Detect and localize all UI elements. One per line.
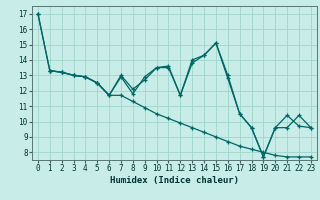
X-axis label: Humidex (Indice chaleur): Humidex (Indice chaleur) (110, 176, 239, 185)
